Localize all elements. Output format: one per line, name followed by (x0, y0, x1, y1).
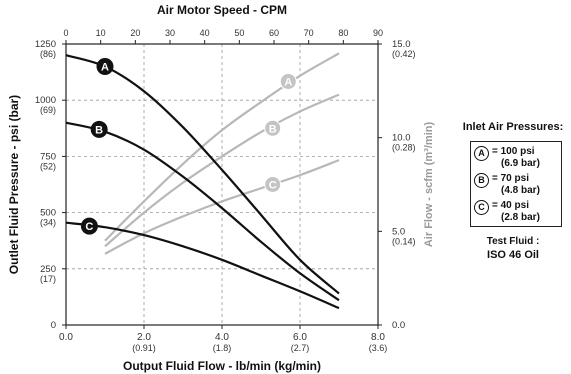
top-tick-label: 80 (338, 28, 348, 38)
airflow-badge-label-b: B (269, 123, 277, 135)
airflow-badge-b (264, 119, 282, 137)
x-tick-label: 6.0 (293, 332, 307, 343)
legend-badge-b: B (474, 173, 489, 188)
airflow-badge-a (279, 72, 297, 90)
pressure-badge-c (80, 217, 98, 235)
x-tick-label: 4.0 (215, 332, 229, 343)
legend-badge-c: C (474, 200, 489, 215)
pressure-badge-label-b: B (95, 124, 103, 136)
pressure-line-c (65, 221, 340, 310)
y-axis-title: Outlet Fluid Pressure - psi (bar) (7, 95, 21, 274)
y-tick-label: 750 (40, 151, 56, 162)
legend-bar-a: (6.9 bar) (501, 158, 540, 169)
legend-badge-a: A (474, 146, 489, 161)
top-tick-label: 60 (269, 28, 279, 38)
pressure-badge-label-c: C (85, 221, 93, 233)
top-tick-label: 90 (373, 28, 383, 38)
pressure-badge-b (90, 120, 108, 138)
top-tick-label: 30 (165, 28, 175, 38)
airflow-line-b (104, 93, 340, 248)
y-tick-label: 0 (51, 320, 56, 331)
x-tick-label: 0.0 (59, 332, 73, 343)
x-tick-sublabel: (2.7) (291, 343, 310, 353)
pressure-line-b (65, 121, 340, 302)
x-tick-sublabel: (3.6) (369, 343, 388, 353)
pressure-badge-label-a: A (101, 61, 109, 73)
pressure-line-a (65, 54, 340, 295)
y-tick-sublabel: (34) (40, 218, 56, 228)
top-tick-label: 0 (63, 28, 68, 38)
legend-title: Inlet Air Pressures: (462, 121, 564, 133)
legend-bar-b: (4.8 bar) (501, 185, 540, 196)
pressure-badge-a (96, 57, 114, 75)
y-tick-sublabel: (17) (40, 274, 56, 284)
airflow-badge-c (264, 176, 282, 193)
airflow-badge-label-a: A (284, 76, 292, 88)
airflow-line-c (104, 159, 340, 255)
top-tick-label: 70 (304, 28, 314, 38)
y-tick-sublabel: (69) (40, 105, 56, 115)
legend-item-a: A = 100 psi (6.9 bar) (474, 146, 560, 172)
legend-item-b: B = 70 psi (4.8 bar) (474, 173, 560, 199)
legend-bar-c: (2.8 bar) (501, 212, 540, 223)
x-tick-label: 2.0 (137, 332, 151, 343)
y-tick-sublabel: (52) (40, 161, 56, 171)
y-tick-label: 1000 (35, 95, 56, 106)
x-tick-label: 8.0 (371, 332, 385, 343)
legend-item-c: C = 40 psi (2.8 bar) (474, 200, 560, 226)
legend-psi-c: = 40 psi (492, 200, 529, 211)
y-tick-label: 500 (40, 208, 56, 219)
legend-psi-b: = 70 psi (492, 173, 529, 184)
legend-box: A = 100 psi (6.9 bar) B = 70 psi (4.8 ba… (470, 141, 562, 227)
top-tick-label: 10 (96, 28, 106, 38)
test-fluid-value: ISO 46 Oil (487, 249, 539, 261)
top-tick-label: 20 (130, 28, 140, 38)
x-tick-sublabel: (0.91) (132, 343, 156, 353)
top-tick-label: 40 (200, 28, 210, 38)
x-tick-sublabel: (1.8) (213, 343, 232, 353)
test-fluid-title: Test Fluid : (486, 236, 540, 247)
y2-tick-label: 15.0 (392, 39, 411, 50)
y2-tick-label: 5.0 (392, 226, 405, 237)
top-axis-title: Air Motor Speed - CPM (157, 3, 287, 17)
top-tick-label: 50 (234, 28, 244, 38)
y-tick-sublabel: (86) (40, 49, 56, 59)
y2-tick-sublabel: (0.42) (392, 49, 416, 59)
y2-axis-title: Air Flow - scfm (m³/min) (423, 122, 435, 248)
y-tick-label: 250 (40, 264, 56, 275)
airflow-line-a (104, 52, 340, 242)
y2-tick-sublabel: (0.28) (392, 143, 416, 153)
legend-psi-a: = 100 psi (492, 146, 535, 157)
y2-tick-label: 10.0 (392, 133, 411, 144)
y2-tick-sublabel: (0.14) (392, 236, 416, 246)
y2-tick-label: 0.0 (392, 320, 405, 331)
x-axis-title: Output Fluid Flow - lb/min (kg/min) (123, 359, 321, 373)
y-tick-label: 1250 (35, 39, 56, 50)
airflow-badge-label-c: C (269, 180, 277, 192)
